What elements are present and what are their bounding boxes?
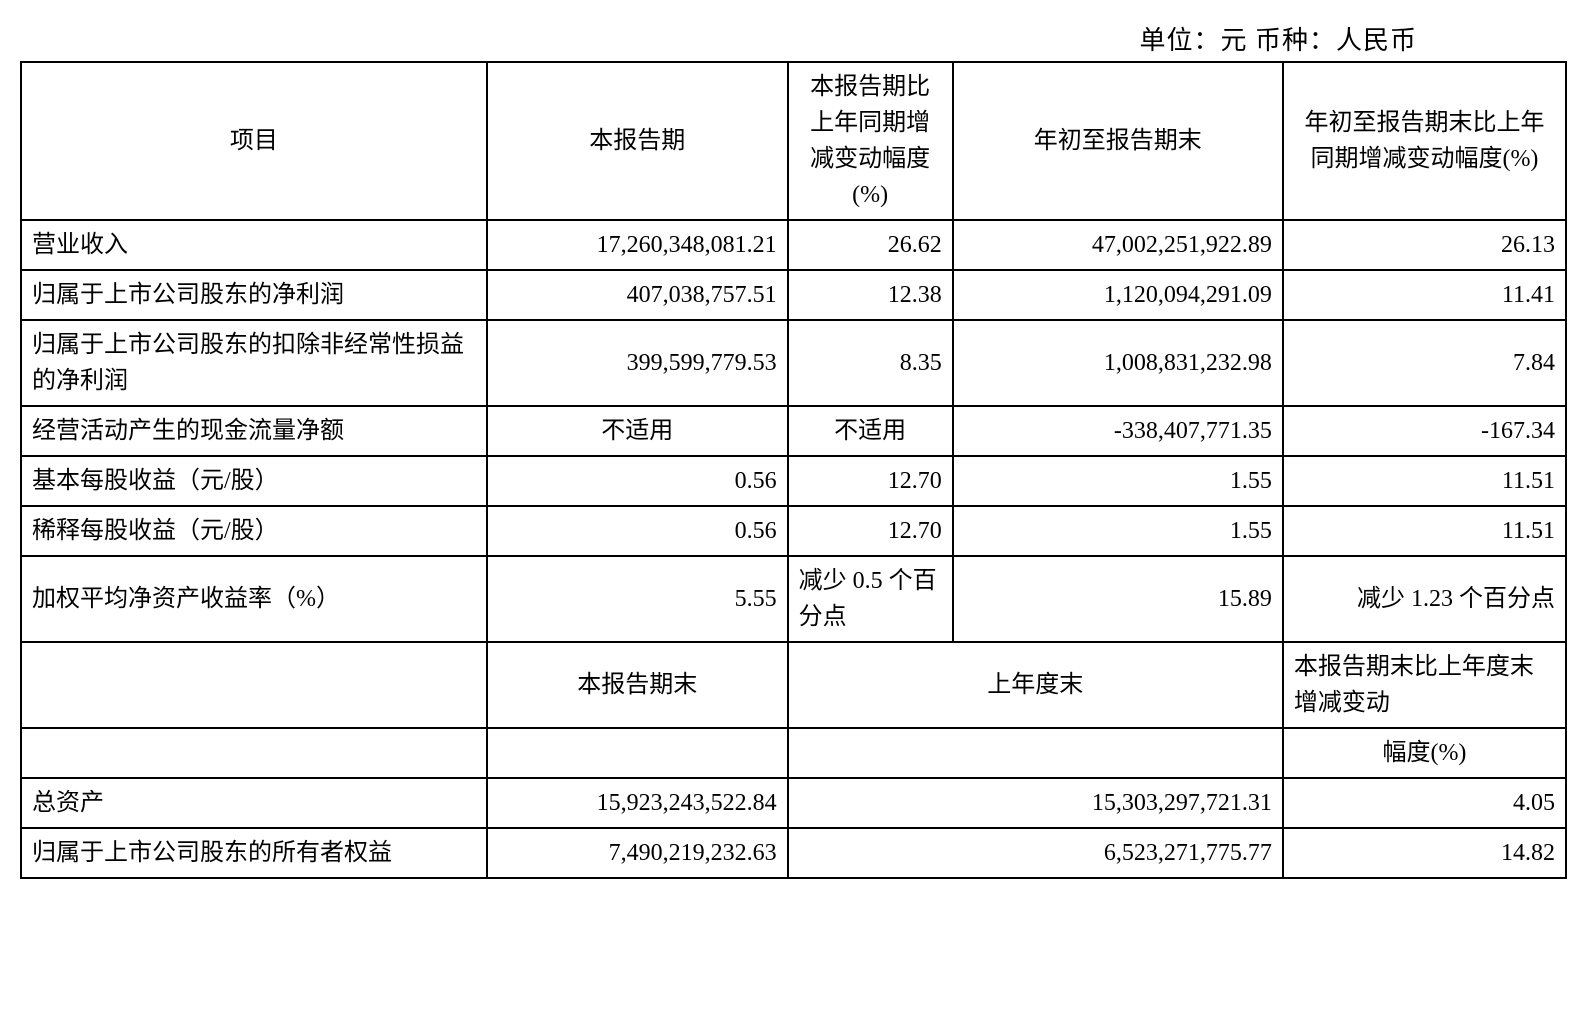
hdr2b-empty3 [788,728,1283,778]
cell-item: 经营活动产生的现金流量净额 [21,406,487,456]
cell-pct1: 12.70 [788,506,953,556]
cell-pct2: -167.34 [1283,406,1566,456]
cell-prev-year-end: 15,303,297,721.31 [788,778,1283,828]
cell-ytd: 1,008,831,232.98 [953,320,1283,406]
cell-pct2: 11.51 [1283,506,1566,556]
cell-pct1: 12.38 [788,270,953,320]
table-row: 营业收入 17,260,348,081.21 26.62 47,002,251,… [21,220,1566,270]
table-row: 归属于上市公司股东的扣除非经常性损益的净利润 399,599,779.53 8.… [21,320,1566,406]
cell-period: 0.56 [487,506,788,556]
cell-prev-year-end: 6,523,271,775.77 [788,828,1283,878]
cell-pct2: 26.13 [1283,220,1566,270]
table-row: 稀释每股收益（元/股） 0.56 12.70 1.55 11.51 [21,506,1566,556]
hdr2-pct: 本报告期末比上年度末增减变动 [1283,642,1566,728]
cell-item: 稀释每股收益（元/股） [21,506,487,556]
cell-period-end: 7,490,219,232.63 [487,828,788,878]
table-row: 归属于上市公司股东的所有者权益 7,490,219,232.63 6,523,2… [21,828,1566,878]
cell-period-end: 15,923,243,522.84 [487,778,788,828]
table-row: 经营活动产生的现金流量净额 不适用 不适用 -338,407,771.35 -1… [21,406,1566,456]
cell-ytd: -338,407,771.35 [953,406,1283,456]
hdr-pct2: 年初至报告期末比上年同期增减变动幅度(%) [1283,62,1566,220]
cell-pct2: 11.41 [1283,270,1566,320]
hdr2-prev-year-end: 上年度末 [788,642,1283,728]
cell-item: 基本每股收益（元/股） [21,456,487,506]
cell-item: 归属于上市公司股东的扣除非经常性损益的净利润 [21,320,487,406]
cell-item: 加权平均净资产收益率（%） [21,556,487,642]
cell-period: 399,599,779.53 [487,320,788,406]
header-row-2b: 幅度(%) [21,728,1566,778]
hdr2b-empty2 [487,728,788,778]
cell-ytd: 1.55 [953,456,1283,506]
cell-pct1: 26.62 [788,220,953,270]
cell-item: 总资产 [21,778,487,828]
cell-period: 17,260,348,081.21 [487,220,788,270]
table-row: 基本每股收益（元/股） 0.56 12.70 1.55 11.51 [21,456,1566,506]
hdr-pct1: 本报告期比上年同期增减变动幅度(%) [788,62,953,220]
cell-pct1: 12.70 [788,456,953,506]
hdr2b-empty1 [21,728,487,778]
cell-pct2: 7.84 [1283,320,1566,406]
hdr2-empty [21,642,487,728]
cell-ytd: 47,002,251,922.89 [953,220,1283,270]
cell-period: 不适用 [487,406,788,456]
cell-period: 407,038,757.51 [487,270,788,320]
table-row: 总资产 15,923,243,522.84 15,303,297,721.31 … [21,778,1566,828]
hdr2b-pct-cont: 幅度(%) [1283,728,1566,778]
cell-ytd: 1,120,094,291.09 [953,270,1283,320]
hdr-period: 本报告期 [487,62,788,220]
hdr2-period-end: 本报告期末 [487,642,788,728]
cell-pct1: 不适用 [788,406,953,456]
cell-pct: 14.82 [1283,828,1566,878]
table-row: 归属于上市公司股东的净利润 407,038,757.51 12.38 1,120… [21,270,1566,320]
financial-table: 项目 本报告期 本报告期比上年同期增减变动幅度(%) 年初至报告期末 年初至报告… [20,61,1567,879]
header-row-2: 本报告期末 上年度末 本报告期末比上年度末增减变动 [21,642,1566,728]
cell-pct2: 减少 1.23 个百分点 [1283,556,1566,642]
cell-ytd: 1.55 [953,506,1283,556]
cell-item: 归属于上市公司股东的净利润 [21,270,487,320]
cell-period: 5.55 [487,556,788,642]
cell-pct: 4.05 [1283,778,1566,828]
unit-currency-line: 单位：元 币种：人民币 [20,20,1567,57]
table-row: 加权平均净资产收益率（%） 5.55 减少 0.5 个百分点 15.89 减少 … [21,556,1566,642]
cell-pct1: 8.35 [788,320,953,406]
header-row-1: 项目 本报告期 本报告期比上年同期增减变动幅度(%) 年初至报告期末 年初至报告… [21,62,1566,220]
hdr-item: 项目 [21,62,487,220]
cell-pct1: 减少 0.5 个百分点 [788,556,953,642]
cell-pct2: 11.51 [1283,456,1566,506]
cell-ytd: 15.89 [953,556,1283,642]
hdr-ytd: 年初至报告期末 [953,62,1283,220]
cell-period: 0.56 [487,456,788,506]
cell-item: 营业收入 [21,220,487,270]
cell-item: 归属于上市公司股东的所有者权益 [21,828,487,878]
